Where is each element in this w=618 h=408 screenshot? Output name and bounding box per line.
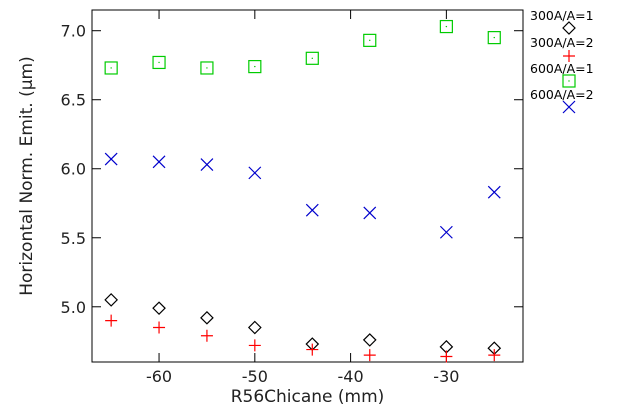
x-tick-label: -40 — [338, 367, 364, 386]
x-axis-label: R56Chicane (mm) — [231, 387, 385, 407]
point-diamond — [247, 320, 262, 335]
x-tick-label: -50 — [242, 367, 268, 386]
point-plus — [153, 321, 166, 334]
point-x — [248, 166, 262, 180]
point-plus — [306, 343, 319, 356]
legend-marker-square-dot — [568, 80, 570, 82]
x-tick-label: -60 — [146, 367, 172, 386]
point-square — [200, 61, 214, 75]
legend-marker-diamond — [562, 21, 576, 35]
point-square — [439, 19, 453, 34]
data-marks — [104, 19, 502, 363]
series-2 — [105, 314, 501, 363]
point-square-box — [305, 51, 319, 65]
point-square-box — [200, 61, 214, 75]
legend-marker-square — [562, 74, 576, 88]
legend-label: 300A/A=2 — [530, 35, 594, 50]
axis-ticks: -60 -50 -40 -30 5.0 5.5 6.0 6.5 7.0 — [61, 10, 523, 386]
legend-marker-plus — [563, 50, 575, 62]
x-tick-label: -30 — [433, 367, 459, 386]
point-x — [200, 158, 214, 172]
point-square-dot — [110, 67, 112, 69]
point-square-dot — [369, 39, 371, 42]
point-x — [152, 155, 166, 169]
y-tick-label: 5.5 — [61, 229, 86, 248]
point-diamond — [104, 293, 119, 307]
point-square-box — [152, 55, 166, 70]
point-square-dot — [493, 36, 495, 39]
point-x — [439, 225, 453, 239]
legend-label: 600A/A=2 — [530, 87, 594, 102]
point-square-box — [363, 33, 377, 47]
point-plus — [248, 339, 261, 352]
point-diamond — [152, 301, 166, 316]
plot-frame — [91, 9, 524, 363]
legend-marker-square-box — [562, 74, 576, 88]
point-x — [104, 152, 118, 166]
point-square-box — [104, 61, 118, 75]
point-plus — [200, 329, 213, 342]
point-diamond — [362, 333, 377, 347]
legend-label: 300A/A=1 — [530, 8, 594, 23]
y-tick-label: 6.5 — [61, 91, 86, 110]
point-square-dot — [254, 65, 256, 68]
legend: 300A/A=1 300A/A=2 600A/A=1 600A/A=2 — [530, 8, 594, 114]
point-square-dot — [206, 67, 208, 69]
point-square-dot — [445, 25, 448, 28]
point-square-box — [439, 19, 453, 34]
point-plus — [488, 349, 501, 362]
point-square — [248, 59, 262, 74]
point-plus — [105, 314, 118, 327]
point-x — [305, 203, 319, 217]
point-plus — [440, 350, 453, 363]
point-square-dot — [158, 61, 160, 64]
point-x — [363, 206, 377, 220]
y-tick-label: 7.0 — [61, 22, 86, 41]
legend-label: 600A/A=1 — [530, 61, 594, 76]
point-square — [363, 33, 377, 47]
y-tick-label: 5.0 — [61, 298, 86, 317]
y-axis-label: Horizontal Norm. Emit. (μm) — [17, 56, 37, 296]
series-4 — [104, 152, 501, 239]
legend-marker-x — [562, 100, 576, 114]
series-3 — [104, 19, 501, 75]
series-1 — [104, 293, 502, 356]
point-square-box — [248, 59, 262, 74]
point-square-dot — [311, 57, 313, 60]
point-square — [487, 31, 501, 45]
point-diamond — [200, 310, 214, 325]
point-square — [305, 51, 319, 65]
point-square — [104, 61, 118, 75]
point-square — [152, 55, 166, 70]
y-tick-label: 6.0 — [61, 160, 86, 179]
point-square-box — [487, 31, 501, 45]
point-plus — [363, 349, 376, 362]
point-x — [487, 185, 501, 199]
